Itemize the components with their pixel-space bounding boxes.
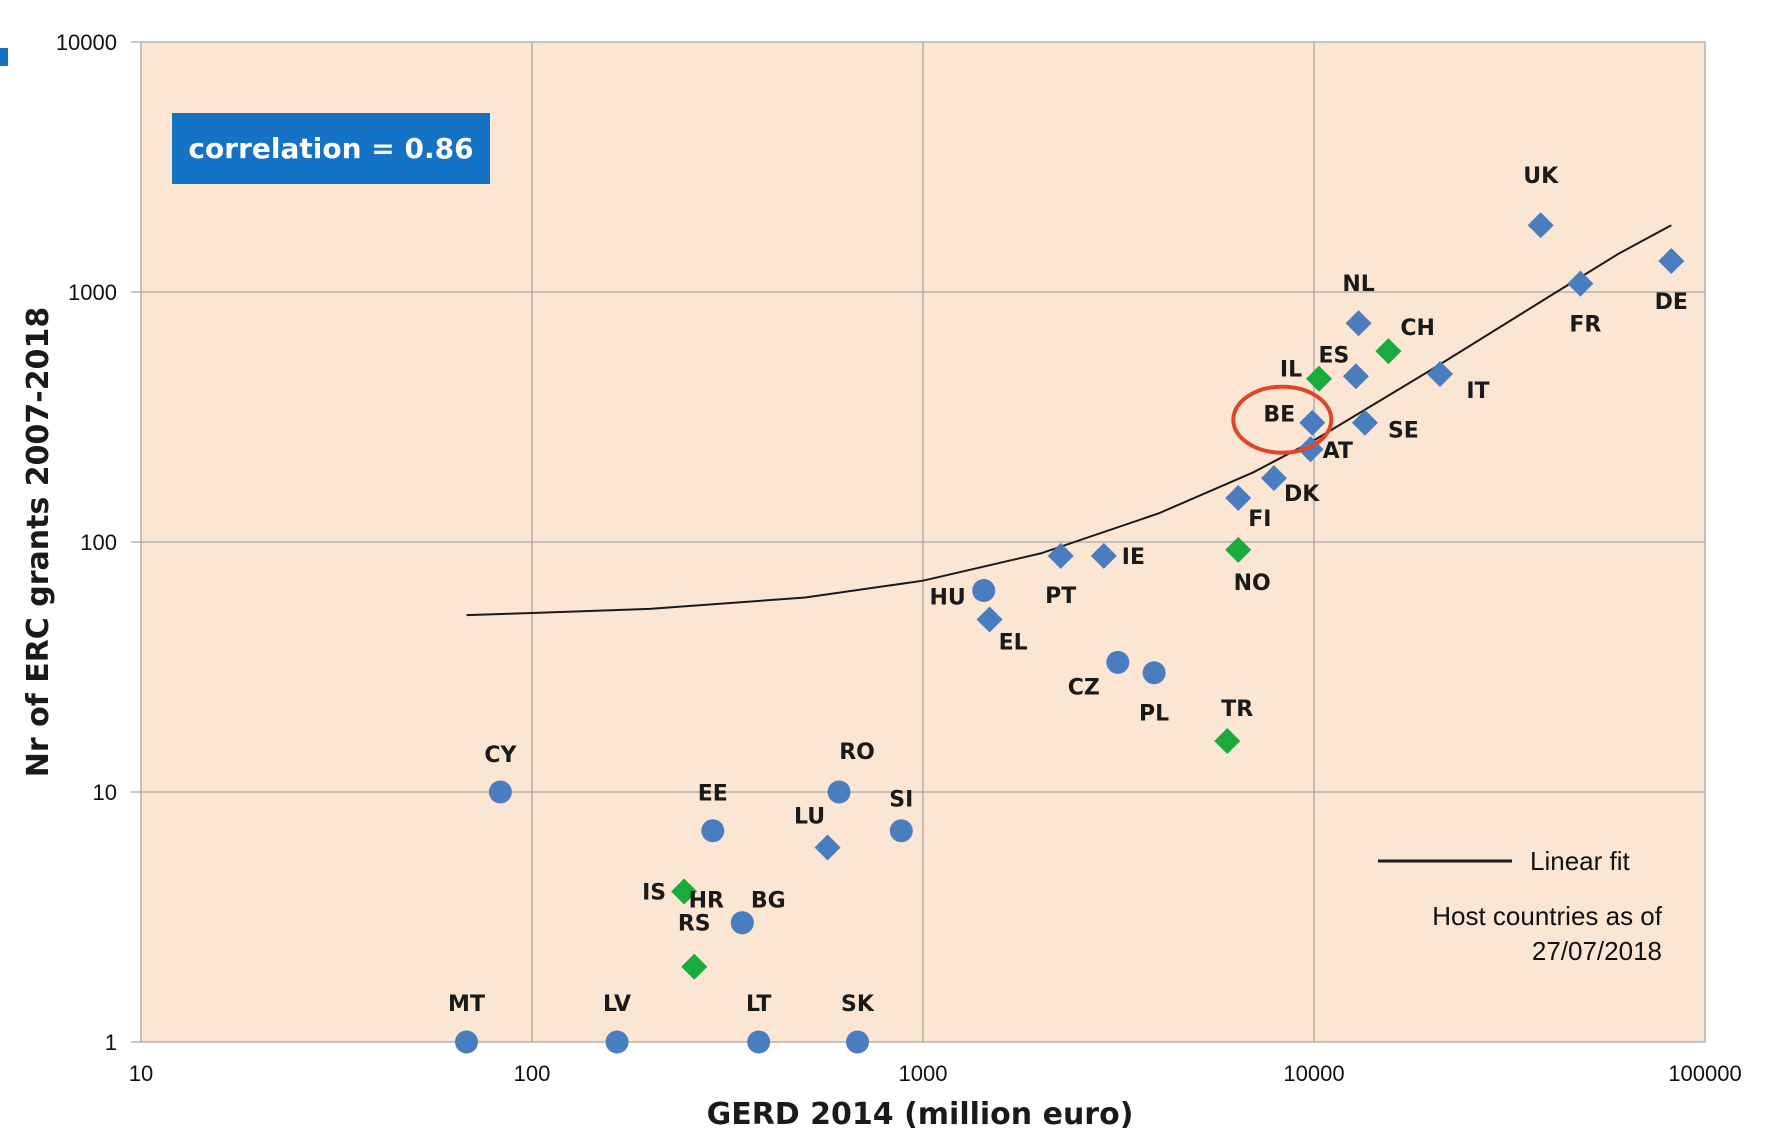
data-point (488, 780, 512, 804)
x-axis-title: GERD 2014 (million euro) (707, 1097, 1134, 1132)
point-label: LT (746, 992, 771, 1017)
point-label: IE (1122, 545, 1145, 570)
x-tick-label: 100 (514, 1061, 551, 1086)
x-tick-label: 100000 (1668, 1061, 1741, 1086)
data-point (730, 911, 754, 935)
data-point (1214, 727, 1241, 754)
point-label: AT (1323, 439, 1353, 464)
point-label: EL (999, 630, 1028, 655)
point-label: PL (1139, 702, 1169, 727)
data-point (605, 1030, 629, 1054)
x-tick-label: 10 (129, 1061, 153, 1086)
point-label: BE (1263, 403, 1295, 428)
data-point (1225, 536, 1252, 563)
data-point (972, 578, 996, 602)
data-point (1306, 365, 1333, 392)
point-label: SE (1388, 419, 1419, 444)
x-tick-label: 1000 (899, 1061, 948, 1086)
point-label: NO (1234, 571, 1271, 596)
y-tick-label: 1000 (68, 280, 117, 305)
data-point (1567, 270, 1594, 297)
data-point (1342, 363, 1369, 390)
correlation-box (172, 113, 490, 184)
point-label: TR (1221, 697, 1253, 722)
data-point (1047, 542, 1074, 569)
point-label: DK (1284, 482, 1320, 507)
point-label: EE (698, 782, 728, 807)
point-label: LU (794, 804, 825, 829)
x-tick-labels: 10 100 1000 10000 100000 (129, 1061, 1742, 1086)
point-label: IS (642, 880, 666, 905)
point-label: HU (929, 585, 965, 610)
point-label: DE (1655, 290, 1688, 315)
point-label: PT (1045, 584, 1076, 609)
point-label: BG (751, 889, 786, 914)
point-label: ES (1318, 343, 1349, 368)
point-label: RO (839, 740, 875, 765)
point-label: SI (889, 788, 913, 813)
data-point (701, 819, 725, 843)
data-point (681, 953, 708, 980)
data-point (1351, 409, 1378, 436)
data-point (1090, 542, 1117, 569)
data-point (889, 819, 913, 843)
y-tick-label: 10000 (56, 30, 117, 55)
point-label: IL (1280, 358, 1302, 383)
point-label: NL (1342, 272, 1374, 297)
legend-fit-label: Linear fit (1530, 846, 1630, 876)
point-label: UK (1523, 164, 1559, 189)
data-point (455, 1030, 479, 1054)
linear-fit-line (466, 224, 1672, 617)
point-label: CH (1400, 316, 1435, 341)
point-label: CY (484, 743, 517, 768)
data-point (1142, 661, 1166, 685)
y-axis-title: Nr of ERC grants 2007-2018 (21, 307, 56, 777)
y-tick-labels: 1 10 100 1000 10000 (56, 30, 117, 1055)
legend-note-line2: 27/07/2018 (1532, 936, 1662, 966)
y-tick-label: 10 (93, 780, 117, 805)
data-point (747, 1030, 771, 1054)
data-point (827, 780, 851, 804)
data-point (1299, 409, 1326, 436)
point-label: CZ (1068, 675, 1100, 700)
highlight-ring (1231, 384, 1334, 455)
data-point (1260, 465, 1287, 492)
point-label: HR (689, 889, 724, 914)
point-label: FR (1569, 313, 1601, 338)
data-point (671, 878, 698, 905)
data-point (1527, 212, 1554, 239)
y-tick-label: 100 (80, 530, 117, 555)
data-point (1225, 484, 1252, 511)
correlation-annotation: correlation = 0.86 (188, 132, 473, 165)
data-point (1658, 248, 1685, 275)
point-label: IT (1466, 379, 1489, 404)
data-point (1426, 360, 1453, 387)
point-label: SK (841, 992, 875, 1017)
point-label: LV (603, 992, 631, 1017)
point-label: RS (678, 912, 711, 937)
edge-accent (0, 48, 8, 66)
data-point (846, 1030, 870, 1054)
y-tick-label: 1 (105, 1030, 117, 1055)
point-label: FI (1248, 507, 1271, 532)
data-point (814, 834, 841, 861)
data-point (976, 606, 1003, 633)
data-point (1345, 310, 1372, 337)
data-point (1106, 650, 1130, 674)
point-label: MT (448, 992, 485, 1017)
legend-note-line1: Host countries as of (1432, 901, 1663, 931)
gridlines (131, 41, 1706, 1043)
x-tick-label: 10000 (1283, 1061, 1344, 1086)
data-point (1375, 338, 1402, 365)
